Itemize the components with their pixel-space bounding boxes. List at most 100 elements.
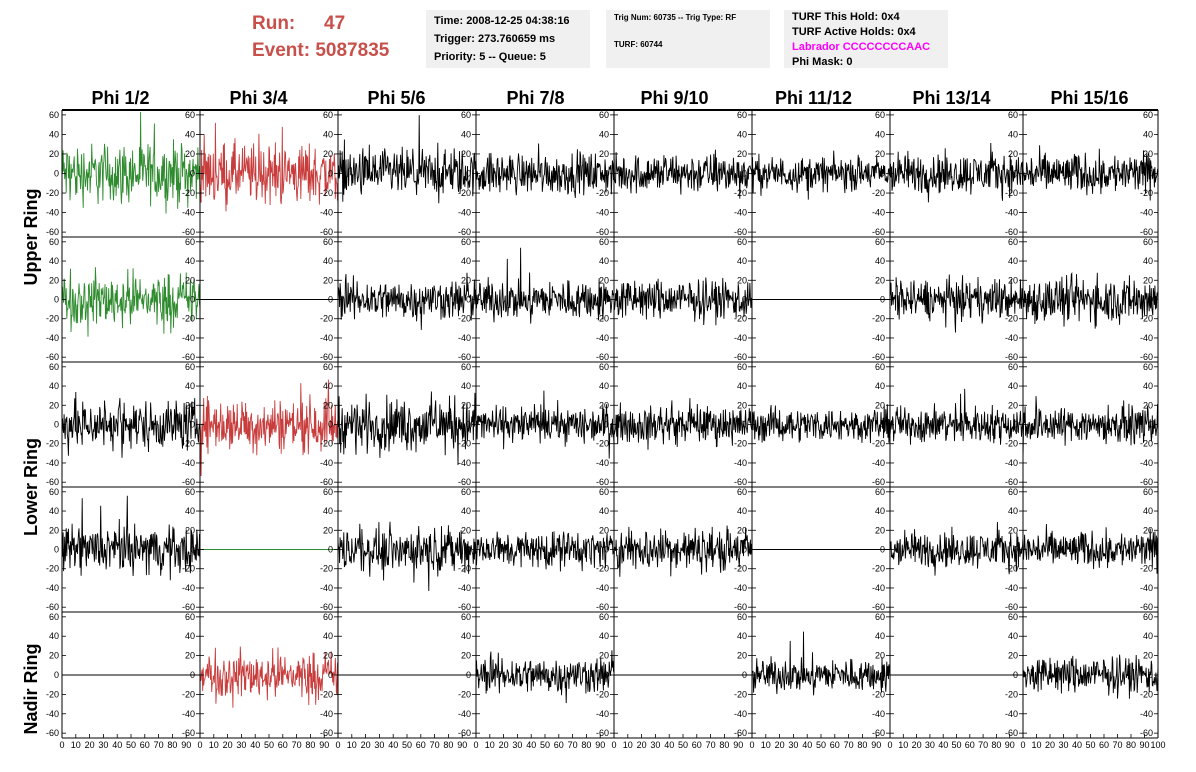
y-tick-label: 0 (1148, 420, 1153, 430)
x-tick-label: 0 (749, 740, 754, 750)
y-tick-label: 20 (49, 400, 59, 410)
y-tick-label: -40 (734, 709, 747, 719)
y-tick-label: -60 (1140, 728, 1153, 738)
y-tick-label: 60 (323, 612, 333, 622)
y-tick-label: -40 (46, 709, 59, 719)
y-tick-label: 40 (737, 381, 747, 391)
time-text: Time: 2008-12-25 04:38:16 (434, 15, 570, 27)
waveform-r3-c1 (61, 391, 201, 458)
y-tick-label: 0 (880, 420, 885, 430)
y-tick-label: 0 (190, 169, 195, 179)
y-tick-label: -20 (458, 564, 471, 574)
y-tick-label: -20 (320, 188, 333, 198)
y-tick-label: 20 (461, 275, 471, 285)
y-tick-label: -60 (1140, 352, 1153, 362)
x-tick-label: 30 (512, 740, 522, 750)
x-tick-label: 80 (581, 740, 591, 750)
y-tick-label: 20 (185, 525, 195, 535)
y-tick-label: 0 (604, 420, 609, 430)
y-tick-label: 20 (461, 525, 471, 535)
y-tick-label: -20 (872, 689, 885, 699)
y-tick-label: 20 (1008, 525, 1018, 535)
y-tick-label: 20 (875, 149, 885, 159)
y-tick-label: -20 (458, 188, 471, 198)
x-tick-label: 0 (197, 740, 202, 750)
y-tick-label: 20 (323, 651, 333, 661)
y-tick-label: 60 (49, 612, 59, 622)
y-tick-label: 60 (185, 237, 195, 247)
y-tick-label: -40 (320, 333, 333, 343)
y-tick-label: -20 (46, 188, 59, 198)
x-tick-label: 20 (775, 740, 785, 750)
x-tick-label: 30 (650, 740, 660, 750)
y-tick-label: -20 (734, 564, 747, 574)
x-tick-label: 70 (844, 740, 854, 750)
y-tick-label: -40 (320, 208, 333, 218)
x-tick-label: 20 (1045, 740, 1055, 750)
y-tick-label: 40 (1008, 506, 1018, 516)
y-tick-label: 60 (737, 612, 747, 622)
y-tick-label: 40 (323, 256, 333, 266)
y-tick-label: 60 (461, 612, 471, 622)
y-tick-label: -60 (458, 477, 471, 487)
y-tick-label: 0 (742, 295, 747, 305)
y-tick-label: 40 (875, 631, 885, 641)
y-tick-label: -60 (872, 602, 885, 612)
y-tick-label: -60 (458, 728, 471, 738)
y-tick-label: -20 (1005, 188, 1018, 198)
y-tick-label: 0 (604, 670, 609, 680)
y-tick-label: 0 (190, 295, 195, 305)
waveform-r4-c7 (889, 521, 1024, 576)
y-tick-label: 20 (1143, 651, 1153, 661)
y-tick-label: 40 (461, 381, 471, 391)
x-tick-label: 30 (925, 740, 935, 750)
y-tick-label: -60 (1005, 602, 1018, 612)
y-tick-label: 0 (1148, 169, 1153, 179)
y-tick-label: -60 (872, 728, 885, 738)
y-tick-label: 0 (466, 420, 471, 430)
y-tick-label: 0 (1148, 545, 1153, 555)
y-tick-label: -20 (1140, 188, 1153, 198)
x-tick-label: 20 (637, 740, 647, 750)
x-tick-label: 50 (678, 740, 688, 750)
y-tick-label: 20 (1143, 400, 1153, 410)
y-tick-label: 0 (54, 670, 59, 680)
y-tick-label: -40 (1140, 709, 1153, 719)
y-tick-label: -20 (458, 314, 471, 324)
y-tick-label: 0 (54, 295, 59, 305)
x-tick-label: 20 (912, 740, 922, 750)
y-tick-label: 0 (190, 670, 195, 680)
x-tick-label: 70 (1112, 740, 1122, 750)
x-tick-label: 40 (938, 740, 948, 750)
y-tick-label: 60 (1143, 487, 1153, 497)
y-tick-label: 0 (880, 545, 885, 555)
y-tick-label: -40 (596, 709, 609, 719)
y-tick-label: 60 (599, 362, 609, 372)
y-tick-label: 20 (875, 275, 885, 285)
y-tick-label: 20 (875, 400, 885, 410)
y-tick-label: 0 (742, 670, 747, 680)
y-tick-label: 60 (1143, 612, 1153, 622)
x-tick-label: 10 (71, 740, 81, 750)
x-tick-label: 60 (416, 740, 426, 750)
y-tick-label: -40 (734, 333, 747, 343)
y-tick-label: -40 (1140, 458, 1153, 468)
y-tick-label: 40 (599, 381, 609, 391)
trigger-info-box: Trig Num: 60735 -- Trig Type: RF TURF: 6… (606, 10, 770, 68)
x-tick-label: 90 (457, 740, 467, 750)
waveform-r5-c4 (475, 650, 615, 704)
y-tick-label: -40 (1140, 333, 1153, 343)
y-tick-label: 40 (737, 631, 747, 641)
y-tick-label: -40 (596, 208, 609, 218)
x-tick-label: 50 (1085, 740, 1095, 750)
y-tick-label: 20 (737, 651, 747, 661)
y-tick-label: -60 (734, 477, 747, 487)
waveform-r2-c5 (613, 277, 753, 326)
y-tick-label: 0 (1013, 295, 1018, 305)
y-tick-label: 0 (604, 295, 609, 305)
x-tick-label: 10 (761, 740, 771, 750)
y-tick-label: -40 (872, 709, 885, 719)
y-tick-label: 20 (49, 275, 59, 285)
y-tick-label: -20 (320, 689, 333, 699)
x-tick-label: 60 (278, 740, 288, 750)
